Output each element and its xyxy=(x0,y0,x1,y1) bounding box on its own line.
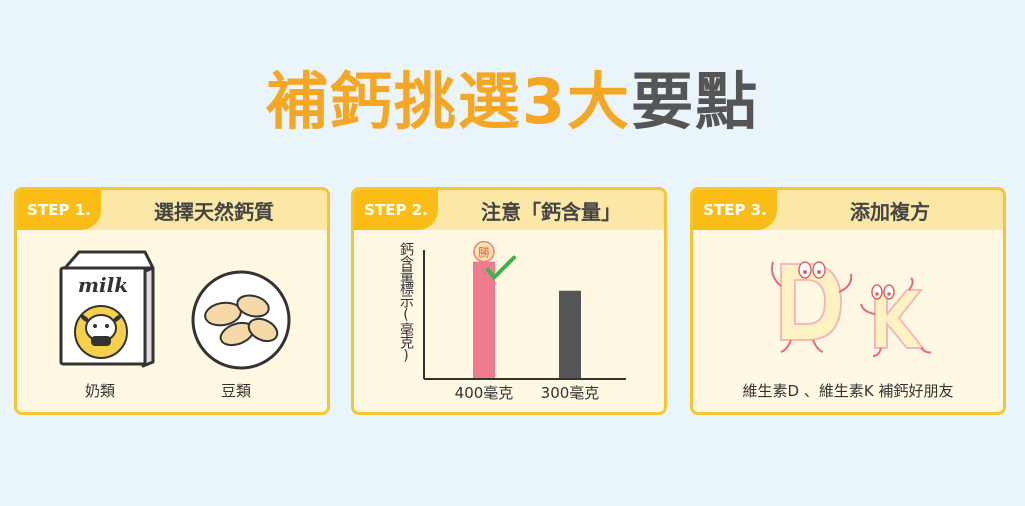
title-gray-part: 要點 xyxy=(631,65,760,138)
step-title: 選擇天然鈣質 xyxy=(154,199,274,224)
check-icon xyxy=(486,255,516,280)
item-label-beans: 豆類 xyxy=(221,382,252,400)
step-badge: STEP 3. xyxy=(693,190,777,230)
chart-ylabel: 鈣含量標示(毫克) xyxy=(398,242,414,363)
title-orange-part: 補鈣挑選3大 xyxy=(265,65,632,138)
letter-k: K xyxy=(896,320,903,331)
winner-badge-icon: 勝 xyxy=(473,240,495,263)
step-card-header: STEP 2. 注意「鈣含量」 xyxy=(354,190,664,230)
vitamin-d-character-icon: D xyxy=(771,261,853,353)
step-card-2: STEP 2. 注意「鈣含量」 鈣含量標示(毫克) 勝 400毫克 300毫克 xyxy=(351,187,667,415)
step-badge: STEP 1. xyxy=(17,190,101,230)
step3-caption: 維生素D 、維生素K 補鈣好朋友 xyxy=(742,382,954,400)
step-title: 添加複方 xyxy=(850,199,930,224)
chart-bar xyxy=(559,290,581,378)
step-card-header: STEP 3. 添加複方 xyxy=(693,190,1003,230)
step-title: 注意「鈣含量」 xyxy=(481,199,621,224)
carton-milk-text: milk xyxy=(78,273,128,297)
chart-x-label: 300毫克 xyxy=(540,384,600,402)
step-card-header: STEP 1. 選擇天然鈣質 xyxy=(17,190,327,230)
milk-carton-icon: milk xyxy=(59,250,155,368)
winner-badge-text: 勝 xyxy=(478,245,490,260)
step-card-3: STEP 3. 添加複方 D K 維生素D 、維生素K 補鈣好朋友 xyxy=(690,187,1006,415)
chart-bar xyxy=(473,261,495,378)
page-title: 補鈣挑選3大要點 xyxy=(0,62,1025,142)
step-badge: STEP 2. xyxy=(354,190,438,230)
beans-plate-icon xyxy=(191,270,291,370)
chart-x-label: 400毫克 xyxy=(454,384,514,402)
calcium-bar-chart: 勝 xyxy=(423,240,626,380)
item-label-dairy: 奶類 xyxy=(85,382,116,400)
letter-d: D xyxy=(807,304,815,315)
step-card-1: STEP 1. 選擇天然鈣質 milk 奶類 豆類 xyxy=(14,187,330,415)
vitamin-k-character-icon: K xyxy=(860,277,932,357)
